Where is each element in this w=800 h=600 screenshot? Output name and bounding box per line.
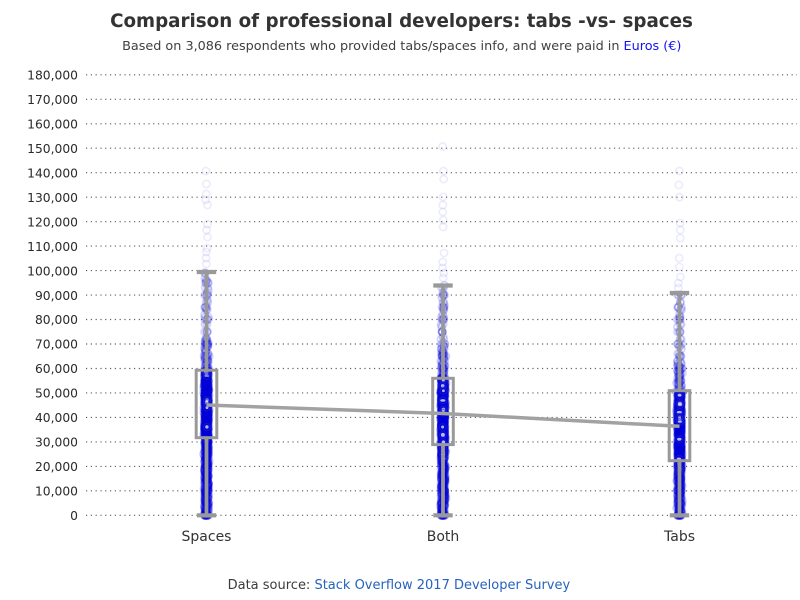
- svg-text:0: 0: [70, 509, 78, 523]
- svg-text:Spaces: Spaces: [182, 529, 232, 545]
- svg-text:Based on 3,086 respondents who: Based on 3,086 respondents who provided …: [122, 39, 681, 54]
- svg-text:Tabs: Tabs: [663, 529, 695, 545]
- svg-text:170,000: 170,000: [27, 93, 78, 107]
- svg-text:50,000: 50,000: [35, 387, 78, 401]
- svg-text:150,000: 150,000: [27, 142, 78, 156]
- svg-text:Data source: Stack Overflow 20: Data source: Stack Overflow 2017 Develop…: [228, 578, 571, 593]
- svg-text:40,000: 40,000: [35, 411, 78, 425]
- svg-text:30,000: 30,000: [35, 436, 78, 450]
- svg-text:Both: Both: [427, 529, 460, 545]
- svg-text:180,000: 180,000: [27, 69, 78, 83]
- svg-text:130,000: 130,000: [27, 191, 78, 205]
- svg-text:140,000: 140,000: [27, 166, 78, 180]
- svg-text:70,000: 70,000: [35, 338, 78, 352]
- svg-text:Comparison of professional dev: Comparison of professional developers: t…: [110, 11, 693, 32]
- svg-text:160,000: 160,000: [27, 118, 78, 132]
- svg-text:110,000: 110,000: [27, 240, 78, 254]
- svg-text:120,000: 120,000: [27, 215, 78, 229]
- svg-text:10,000: 10,000: [35, 485, 78, 499]
- svg-text:20,000: 20,000: [35, 460, 78, 474]
- svg-text:60,000: 60,000: [35, 362, 78, 376]
- svg-text:90,000: 90,000: [35, 289, 78, 303]
- svg-text:80,000: 80,000: [35, 313, 78, 327]
- svg-text:100,000: 100,000: [27, 264, 78, 278]
